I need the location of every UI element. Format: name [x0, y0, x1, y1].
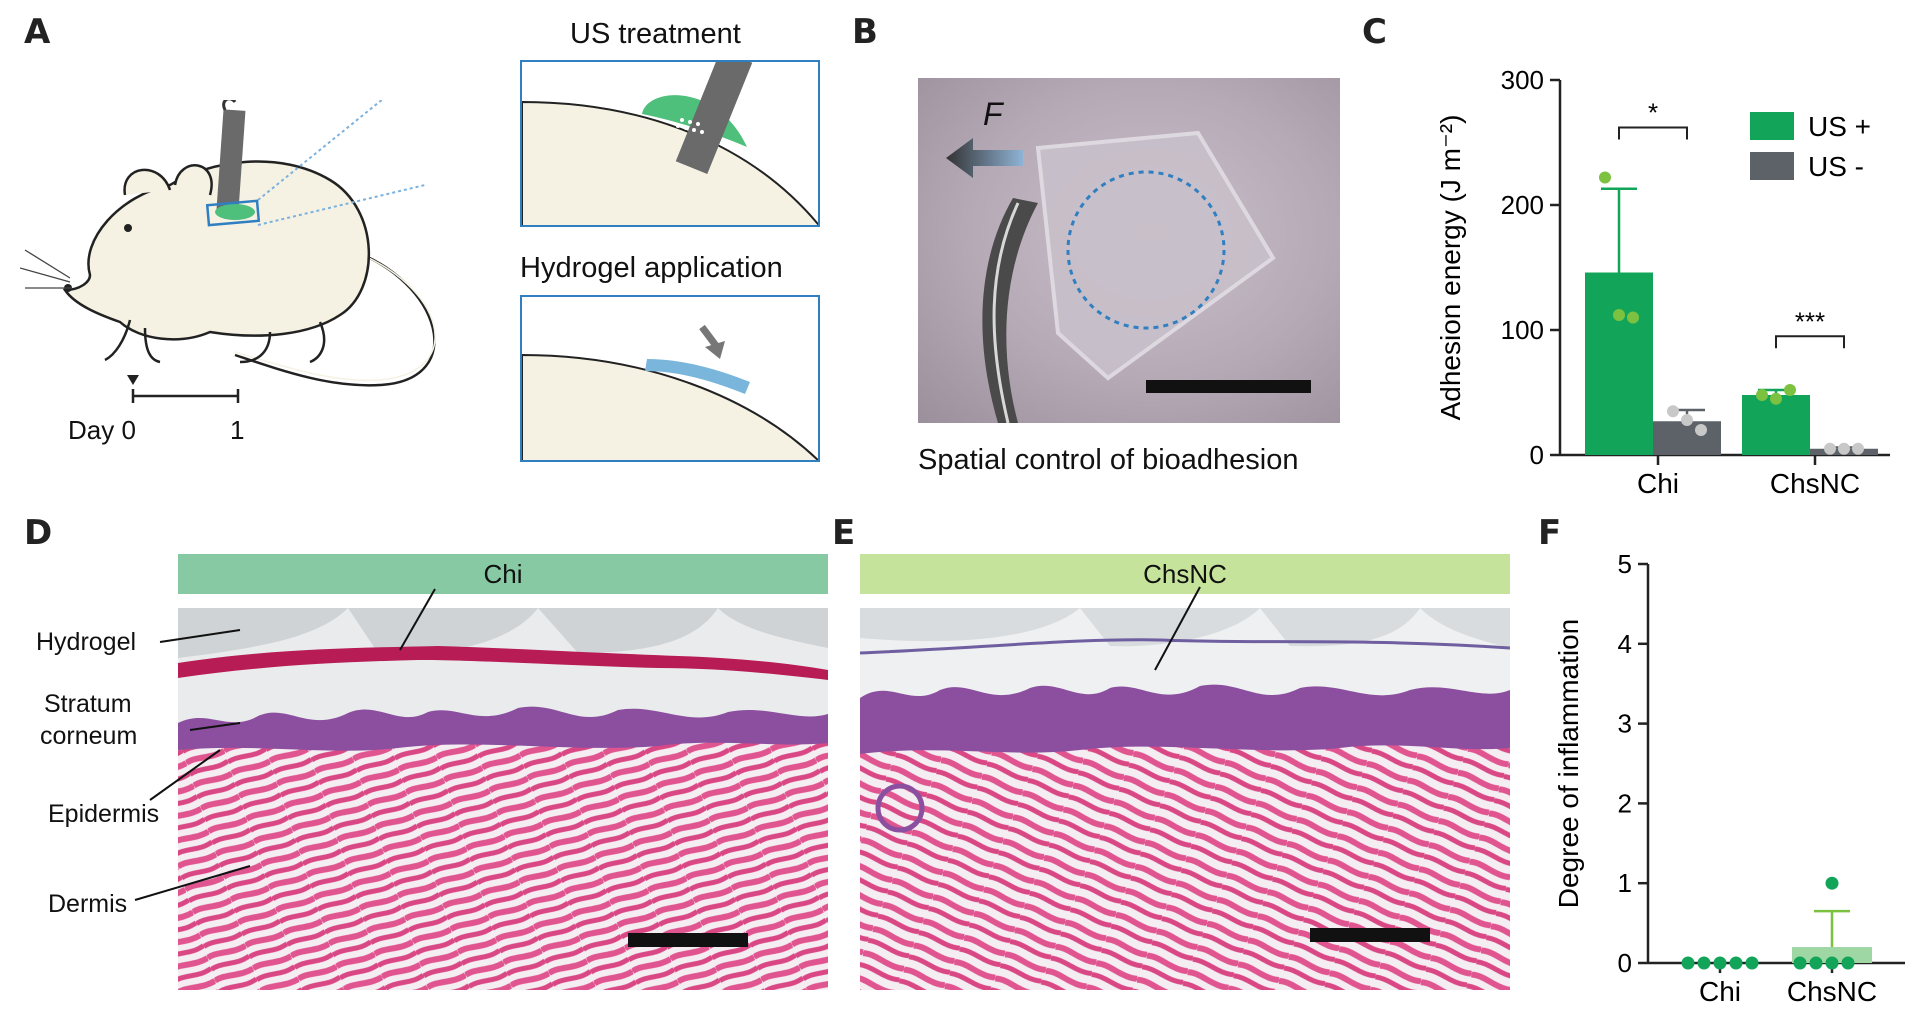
- y-tick-label: 0: [1618, 948, 1632, 978]
- dermis-label: Dermis: [48, 890, 128, 918]
- significance-bracket: [1775, 335, 1845, 349]
- chi-band: Chi: [178, 554, 828, 594]
- bar: [1585, 272, 1653, 455]
- data-point: [1838, 442, 1850, 455]
- corneum-label: corneum: [40, 722, 138, 750]
- hydrogel-application-title: Hydrogel application: [520, 252, 783, 284]
- us-treatment-inset: [520, 60, 820, 227]
- data-point: [1713, 956, 1727, 970]
- y-tick-label: 2: [1618, 788, 1632, 818]
- layer-pointer-lines: [134, 588, 436, 901]
- data-point: [1756, 389, 1768, 401]
- y-tick-label: 300: [1501, 65, 1544, 95]
- y-tick-label: 100: [1501, 315, 1544, 345]
- bioadhesion-caption: Spatial control of bioadhesion: [918, 444, 1299, 476]
- data-point: [1681, 956, 1695, 970]
- data-point: [1667, 405, 1679, 418]
- data-point: [1793, 956, 1807, 970]
- timeline: [127, 375, 240, 403]
- significance-label: *: [1648, 98, 1658, 128]
- legend-swatch: [1750, 112, 1794, 140]
- mouse-illustration: [20, 100, 436, 387]
- data-point: [1681, 414, 1693, 426]
- significance-bracket: [1618, 126, 1688, 140]
- panel-letter-e: E: [832, 513, 856, 553]
- hydrogel-label: Hydrogel: [36, 628, 137, 656]
- data-point: [1697, 956, 1711, 970]
- data-point: [1695, 424, 1707, 436]
- data-point: [1852, 442, 1864, 455]
- y-tick-label: 0: [1530, 440, 1544, 470]
- panel-letter-c: C: [1362, 12, 1387, 52]
- chsnc-band: ChsNC: [860, 554, 1510, 594]
- data-point: [1627, 311, 1639, 324]
- data-point: [1599, 171, 1611, 184]
- chi-histology-image: [178, 608, 828, 990]
- stratum-label: Stratum: [44, 690, 132, 718]
- inflammation-chart: 0 1 2 3 4 5 Degree of inflammation Chi ChsNC: [1553, 549, 1905, 1007]
- x-tick-label: Chi: [1637, 468, 1679, 499]
- data-point: [1809, 956, 1823, 970]
- adhesion-energy-chart: 0 100 200 300 Adhesion energy (J m⁻²) Chi * Chs…: [1435, 65, 1890, 499]
- y-tick-label: 200: [1501, 190, 1544, 220]
- y-axis-label: Degree of inflammation: [1553, 619, 1584, 908]
- data-point: [1824, 442, 1836, 455]
- data-point: [1784, 384, 1796, 396]
- bar: [1653, 421, 1721, 455]
- x-tick-label: ChsNC: [1770, 468, 1860, 499]
- force-label: F: [983, 96, 1003, 132]
- legend-label: US +: [1808, 111, 1871, 142]
- x-tick-label: Chi: [1699, 976, 1741, 1007]
- y-axis-label: Adhesion energy (J m⁻²): [1435, 115, 1466, 421]
- timeline-day-label: Day 0: [68, 415, 136, 445]
- y-tick-label: 4: [1618, 629, 1632, 659]
- hydrogel-application-inset: [520, 295, 820, 462]
- panel-letter-f: F: [1538, 513, 1562, 553]
- x-tick-label: ChsNC: [1787, 976, 1877, 1007]
- y-tick-label: 1: [1618, 868, 1632, 898]
- data-point: [1729, 956, 1743, 970]
- data-point: [1825, 956, 1839, 970]
- epidermis-label: Epidermis: [48, 800, 160, 828]
- panel-letter-d: D: [24, 513, 53, 553]
- data-point: [1745, 956, 1759, 970]
- panel-letter-b: B: [852, 12, 878, 52]
- us-treatment-title: US treatment: [570, 18, 741, 50]
- legend-swatch: [1750, 152, 1794, 180]
- panel-letter-a: A: [24, 12, 51, 52]
- legend-label: US -: [1808, 151, 1864, 182]
- data-point: [1841, 956, 1855, 970]
- bar: [1742, 395, 1810, 455]
- chsnc-pointer-line: [1154, 586, 1201, 671]
- bioadhesion-photo: [918, 78, 1340, 423]
- data-point: [1613, 309, 1625, 321]
- y-tick-label: 3: [1618, 709, 1632, 739]
- data-point: [1770, 392, 1782, 405]
- significance-label: ***: [1795, 306, 1825, 336]
- timeline-end-label: 1: [230, 415, 245, 445]
- data-point: [1825, 876, 1839, 890]
- chsnc-histology-image: [860, 608, 1510, 990]
- y-tick-label: 5: [1618, 549, 1632, 579]
